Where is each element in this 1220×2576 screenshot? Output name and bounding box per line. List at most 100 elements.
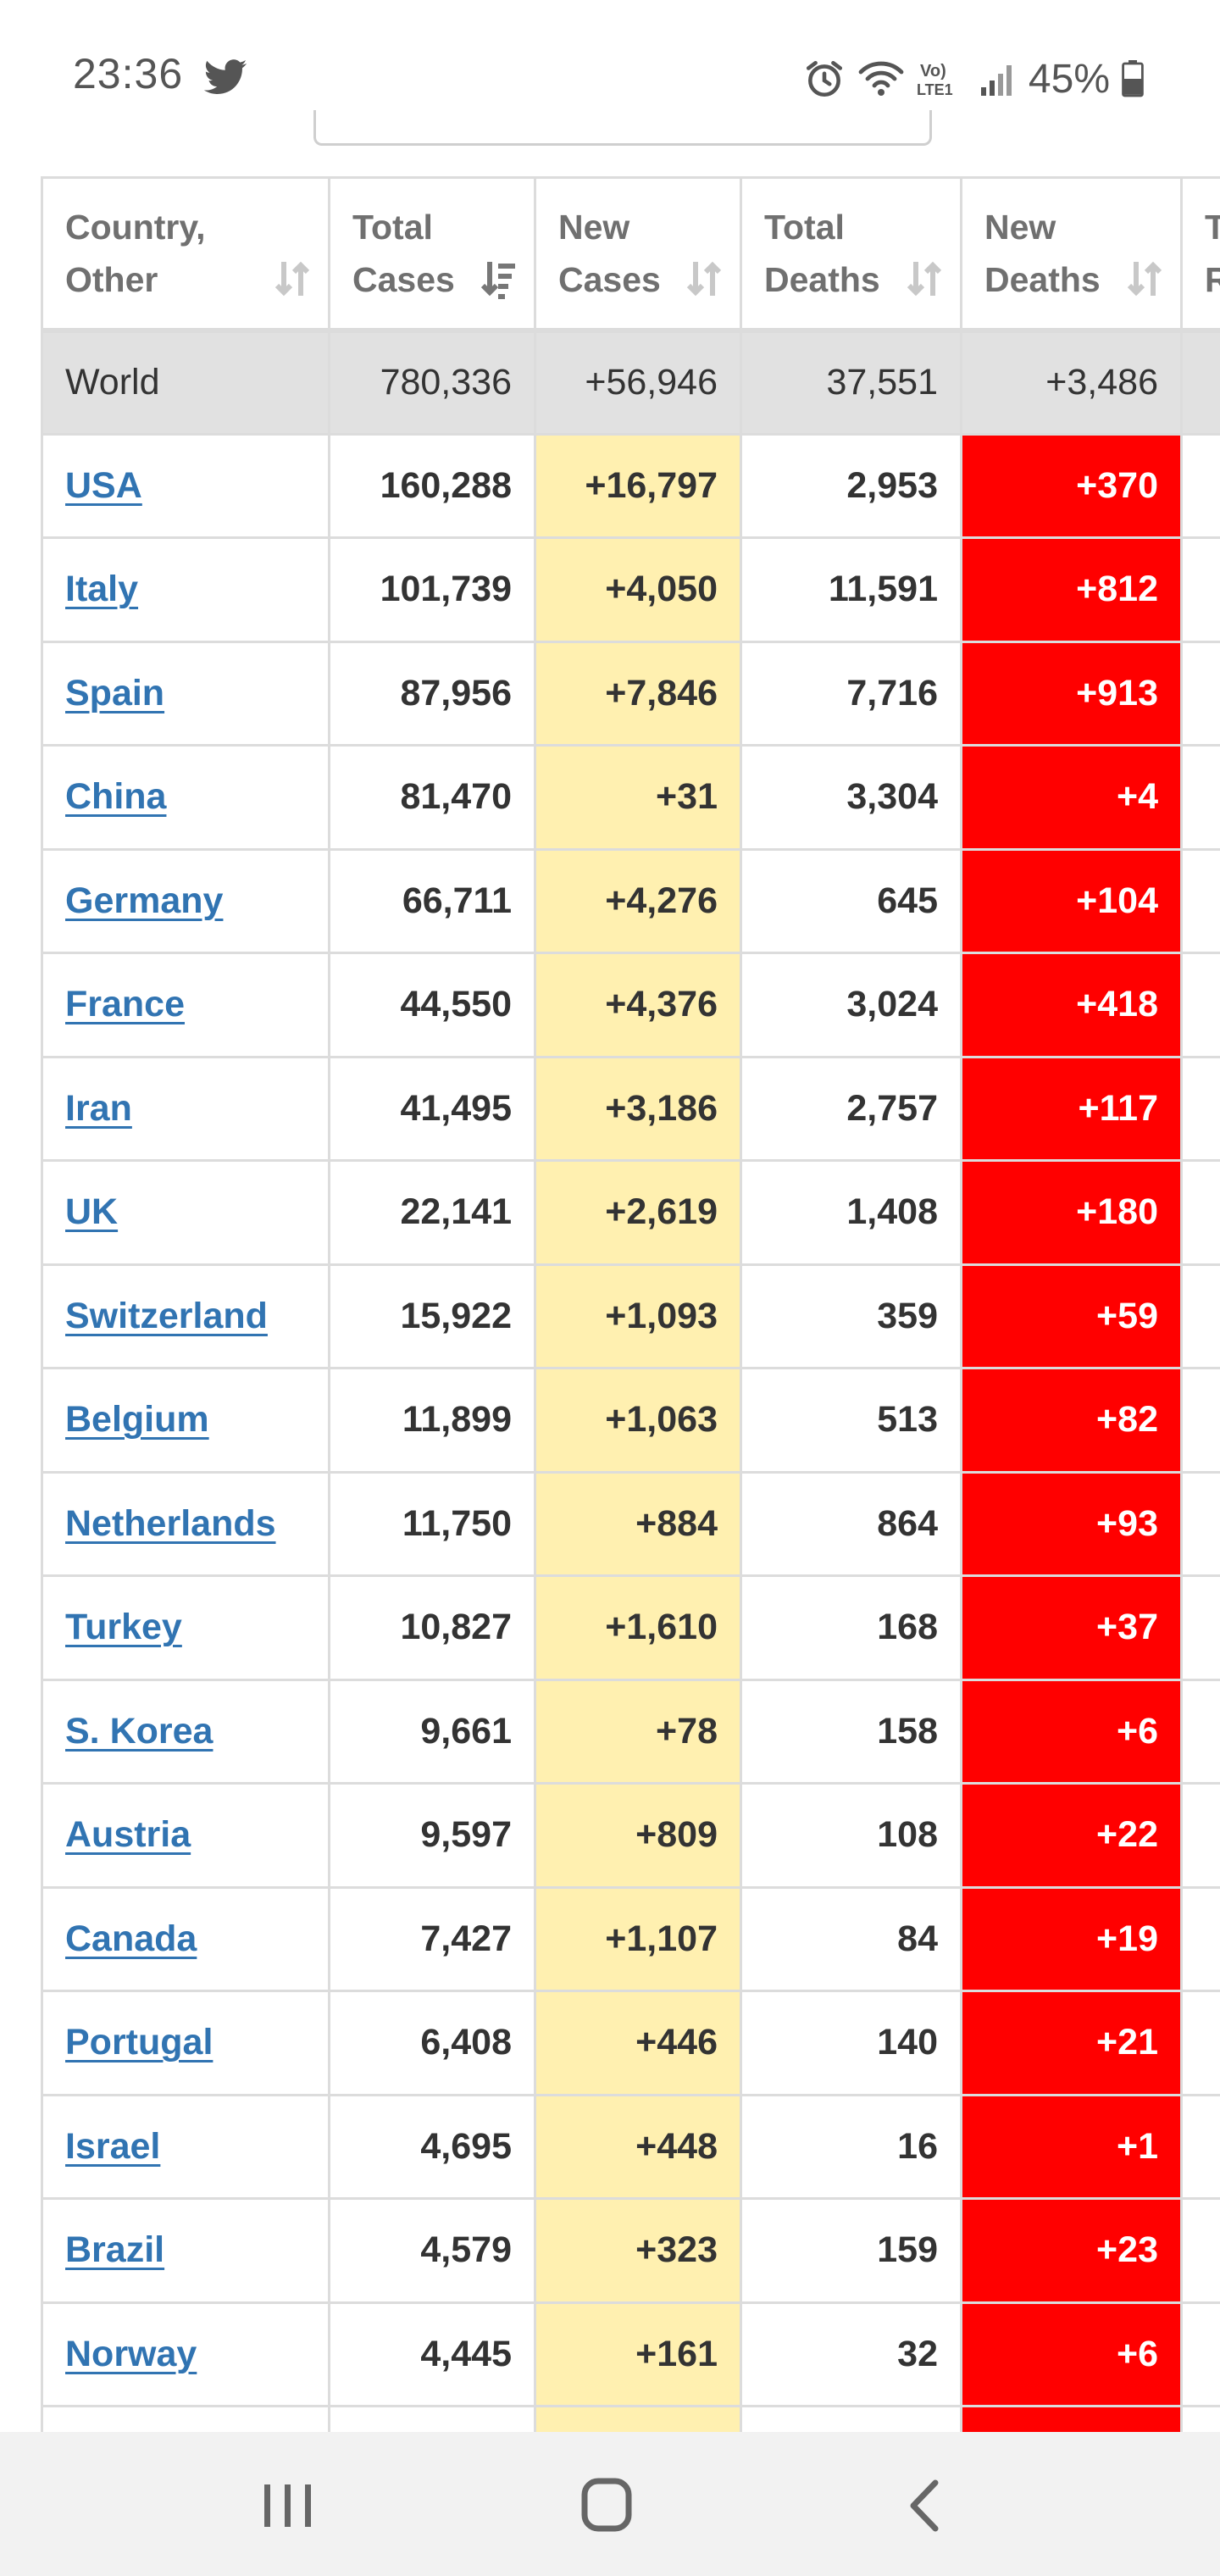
cell-total-recovered <box>1180 744 1220 851</box>
country-link[interactable]: S. Korea <box>65 1710 214 1752</box>
table-row: Italy 101,739 +4,050 11,591 +812 <box>41 536 1220 643</box>
cell-new-cases: +448 <box>534 2093 742 2200</box>
cell-total-cases: 87,956 <box>328 640 536 747</box>
country-link[interactable]: Norway <box>65 2333 197 2374</box>
header-total-cases[interactable]: Total Cases <box>328 176 536 333</box>
country-link[interactable]: Portugal <box>65 2022 214 2063</box>
cell-country: China <box>41 744 330 851</box>
battery-percentage: 45% <box>1028 56 1110 102</box>
cell-total-deaths: 84 <box>740 1885 962 1992</box>
country-link[interactable]: Turkey <box>65 1607 182 1648</box>
cell-country: Turkey <box>41 1574 330 1681</box>
cell-new-cases: +1,610 <box>534 1574 742 1681</box>
country-link[interactable]: Spain <box>65 672 165 713</box>
recent-apps-icon[interactable] <box>254 2476 322 2535</box>
country-link[interactable]: France <box>65 984 186 1025</box>
header-country[interactable]: Country, Other <box>41 176 330 333</box>
cell-country: Brazil <box>41 2197 330 2304</box>
cell-new-deaths: +21 <box>960 1990 1183 2096</box>
cell-country: Portugal <box>41 1990 330 2096</box>
covid-stats-table-container[interactable]: Country, Other Total Cases New Cases Tot… <box>41 176 1220 2432</box>
cell-new-cases: +446 <box>534 1990 742 2096</box>
header-new-cases[interactable]: New Cases <box>534 176 742 333</box>
cell-new-cases: +16,797 <box>534 432 742 539</box>
country-link[interactable]: Germany <box>65 880 224 921</box>
country-link[interactable]: China <box>65 776 167 818</box>
cell-new-cases: +4,050 <box>534 536 742 643</box>
cell-total-cases: 10,827 <box>328 1574 536 1681</box>
cell-total-deaths: 140 <box>740 1990 962 2096</box>
cell-total-recovered <box>1180 536 1220 643</box>
sort-icon <box>274 261 310 296</box>
cell-new-deaths: +82 <box>960 1367 1183 1474</box>
cell-total-cases: 9,661 <box>328 1678 536 1785</box>
cell-total-cases: 4,695 <box>328 2093 536 2200</box>
table-row: USA 160,288 +16,797 2,953 +370 <box>41 432 1220 539</box>
country-link[interactable]: Israel <box>65 2125 161 2167</box>
country-link[interactable]: Brazil <box>65 2229 165 2271</box>
cell-country: Switzerland <box>41 1263 330 1369</box>
cell-country: Iran <box>41 1055 330 1162</box>
cell-total-cases: 6,408 <box>328 1990 536 2096</box>
cell-country: Israel <box>41 2093 330 2200</box>
table-row: Israel 4,695 +448 16 +1 <box>41 2093 1220 2200</box>
table-row: China 81,470 +31 3,304 +4 <box>41 744 1220 851</box>
cell-new-deaths: +370 <box>960 432 1183 539</box>
cell-new-deaths: +93 <box>960 1470 1183 1577</box>
volte-label-top: Vo) <box>920 62 946 80</box>
country-link[interactable]: Iran <box>65 1087 132 1129</box>
cell-country: World <box>41 327 330 436</box>
cell-country: France <box>41 952 330 1058</box>
cell-total-recovered <box>1180 1574 1220 1681</box>
table-row: Germany 66,711 +4,276 645 +104 <box>41 847 1220 954</box>
cell-new-cases: +7,846 <box>534 640 742 747</box>
country-link[interactable]: USA <box>65 464 142 506</box>
navigation-bar <box>0 2432 1220 2576</box>
country-link[interactable]: Belgium <box>65 1399 209 1441</box>
cell-total-deaths: 108 <box>740 1782 962 1889</box>
cell-total-cases: 11,750 <box>328 1470 536 1577</box>
cell-new-deaths: +22 <box>960 1782 1183 1889</box>
home-icon[interactable] <box>573 2476 640 2535</box>
table-header-row: Country, Other Total Cases New Cases Tot… <box>41 176 1220 333</box>
cell-total-cases: 7,427 <box>328 1885 536 1992</box>
cell-total-deaths: 1,408 <box>740 1159 962 1266</box>
header-new-deaths[interactable]: New Deaths <box>960 176 1183 333</box>
cell-total-deaths: 2,953 <box>740 432 962 539</box>
cell-new-cases: +3,186 <box>534 1055 742 1162</box>
sort-icon <box>907 261 942 296</box>
country-link[interactable]: Austria <box>65 1814 191 1856</box>
cell-country: Canada <box>41 1885 330 1992</box>
cell-new-deaths: +6 <box>960 1678 1183 1785</box>
cell-total-cases: 101,739 <box>328 536 536 643</box>
signal-icon <box>980 65 1012 96</box>
search-box-edge[interactable] <box>313 110 932 146</box>
cell-total-deaths: 2,757 <box>740 1055 962 1162</box>
cell-new-deaths: +812 <box>960 536 1183 643</box>
cell-total-recovered <box>1180 847 1220 954</box>
cell-total-recovered <box>1180 1885 1220 1992</box>
cell-total-cases: 66,711 <box>328 847 536 954</box>
cell-total-deaths: 37,551 <box>740 327 962 436</box>
cell-country: Norway <box>41 2301 330 2407</box>
cell-new-deaths: +1 <box>960 2093 1183 2200</box>
volte-label-bottom: LTE1 <box>917 81 953 98</box>
cell-total-cases: 160,288 <box>328 432 536 539</box>
country-link[interactable]: Netherlands <box>65 1502 276 1544</box>
cell-total-deaths: 513 <box>740 1367 962 1474</box>
country-link[interactable]: Switzerland <box>65 1295 268 1336</box>
cell-total-recovered <box>1180 1470 1220 1577</box>
cell-new-deaths: +6 <box>960 2301 1183 2407</box>
header-total-deaths[interactable]: Total Deaths <box>740 176 962 333</box>
cell-new-deaths: +418 <box>960 952 1183 1058</box>
wifi-icon <box>858 61 904 96</box>
country-link[interactable]: Canada <box>65 1918 197 1959</box>
table-row: Belgium 11,899 +1,063 513 +82 <box>41 1367 1220 1474</box>
cell-total-recovered <box>1180 1678 1220 1785</box>
country-link[interactable]: UK <box>65 1191 119 1233</box>
back-icon[interactable] <box>891 2476 959 2535</box>
header-total-recovered[interactable]: T R <box>1180 176 1220 333</box>
cell-new-deaths <box>960 2405 1183 2432</box>
table-row: France 44,550 +4,376 3,024 +418 <box>41 952 1220 1058</box>
country-link[interactable]: Italy <box>65 569 139 610</box>
